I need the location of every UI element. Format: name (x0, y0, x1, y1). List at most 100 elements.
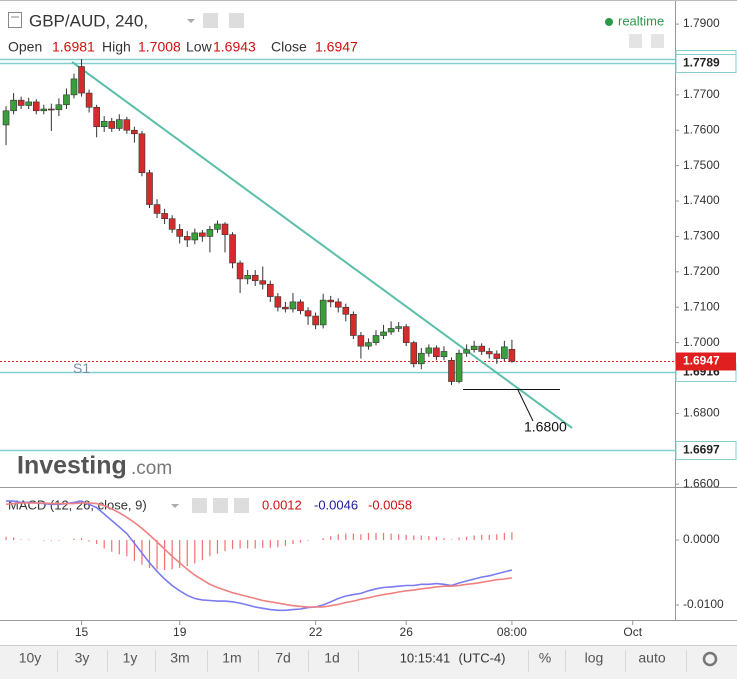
candle-body (395, 326, 402, 329)
annotation: S1 (73, 360, 90, 376)
candle-body (312, 315, 319, 326)
candle-body (70, 78, 78, 96)
candle-body (10, 99, 17, 112)
candle-body (115, 119, 123, 129)
y-tick-label: 1.7600 (683, 122, 720, 136)
candle-body (244, 275, 251, 280)
candle-body (274, 296, 282, 308)
realtime-dot (605, 18, 613, 26)
candle-body (221, 223, 229, 235)
candle-body (32, 101, 40, 112)
y-tick-label: 1.7200 (683, 264, 720, 278)
toolbar-item[interactable]: % (539, 650, 551, 666)
annotation: 1.6800 (524, 419, 567, 435)
candle-body (138, 133, 146, 174)
ohlc-value: 1.6943 (213, 39, 256, 55)
candle-body (259, 280, 267, 285)
candle-body (342, 306, 350, 315)
toolbar-item[interactable]: log (585, 650, 604, 666)
trendline (71, 61, 573, 429)
candle-body (485, 351, 493, 355)
candle-body (229, 234, 236, 264)
candle-body (168, 218, 176, 230)
candle-body (463, 349, 470, 354)
macd-settings[interactable] (192, 498, 207, 513)
level-label: 1.6697 (683, 443, 720, 457)
ohlc-label: High (102, 39, 131, 55)
candle-body (380, 331, 387, 336)
settings-icon[interactable] (203, 13, 218, 28)
candle-body (402, 326, 410, 343)
candle-body (25, 101, 32, 106)
x-tick-label: 08:00 (497, 625, 527, 639)
candle-body (501, 346, 508, 359)
macd-config[interactable] (213, 498, 228, 513)
toolbar-item[interactable]: 10y (19, 650, 42, 666)
candle-body (40, 108, 48, 112)
candle-body (153, 204, 161, 214)
candle-body (289, 301, 297, 310)
level-label: 1.7789 (683, 56, 720, 70)
candle-body (418, 352, 425, 365)
ohlc-label: Low (186, 39, 213, 55)
ohlc-value: 1.6981 (52, 39, 95, 55)
toolbar-item[interactable]: 7d (275, 650, 291, 666)
download-icon[interactable] (629, 34, 642, 48)
candle-body (319, 299, 327, 326)
toolbar-item[interactable]: 1y (123, 650, 138, 666)
toolbar-item[interactable]: auto (638, 650, 665, 666)
y-tick-label: 1.6800 (683, 406, 720, 420)
symbol-icon[interactable] (8, 12, 22, 28)
toolbar-item: (UTC-4) (459, 650, 506, 665)
watermark-brand: Investing (17, 452, 127, 480)
candle-body (425, 347, 433, 354)
config-icon[interactable] (229, 13, 244, 28)
candle-body (78, 66, 85, 94)
macd-pane: 0.0000 -0.0100 (5, 500, 724, 612)
symbol-title: GBP/AUD, 240, (29, 11, 148, 30)
candle-body (470, 345, 478, 350)
candle-body (48, 108, 55, 111)
y-tick-label: 1.7400 (683, 193, 720, 207)
candle-body (448, 359, 455, 382)
y-tick-label: 1.7900 (683, 16, 720, 30)
candle-body (100, 121, 108, 128)
candle-body (433, 347, 440, 358)
candle-body (282, 306, 289, 310)
x-tick-label: Oct (623, 625, 642, 639)
y-tick-label: -0.0100 (683, 597, 724, 611)
y-tick-label: 1.6600 (683, 476, 720, 490)
candle-body (251, 275, 259, 281)
main-pane: 1.7900 1.7700 1.7600 1.7500 1.7400 1.7300 1.72… (0, 16, 737, 490)
x-tick-label: 22 (309, 625, 323, 639)
settings-gear[interactable] (702, 651, 718, 667)
toolbar-item[interactable]: 3m (170, 650, 189, 666)
dropdown-caret[interactable] (187, 19, 195, 23)
candle-body (372, 335, 380, 343)
toolbar (0, 645, 737, 679)
x-tick-label: 26 (400, 625, 414, 639)
callout-line (517, 389, 534, 422)
ohlc-label: Close (271, 39, 307, 55)
macd-close[interactable] (234, 498, 249, 513)
candle-body (191, 232, 199, 241)
candle-body (327, 299, 335, 303)
info-icon[interactable] (651, 34, 664, 48)
y-tick-label: 1.7100 (683, 299, 720, 313)
candle-body (455, 352, 463, 382)
candle-body (236, 262, 244, 280)
toolbar-item: 10:15:41 (400, 650, 451, 665)
candle-body (131, 129, 138, 135)
x-tick-label: 15 (75, 625, 89, 639)
current-price-box (676, 352, 736, 371)
candle-body (357, 335, 365, 347)
toolbar-item[interactable]: 1d (324, 650, 340, 666)
toolbar-item[interactable]: 1m (222, 650, 241, 666)
macd-value: -0.0046 (314, 497, 358, 512)
y-tick-label: 1.7500 (683, 158, 720, 172)
dropdown-caret[interactable] (171, 504, 179, 508)
macd-line (6, 500, 513, 612)
x-tick-label: 19 (173, 625, 187, 639)
histogram-value: 0.0012 (262, 497, 302, 512)
toolbar-item[interactable]: 3y (75, 650, 90, 666)
